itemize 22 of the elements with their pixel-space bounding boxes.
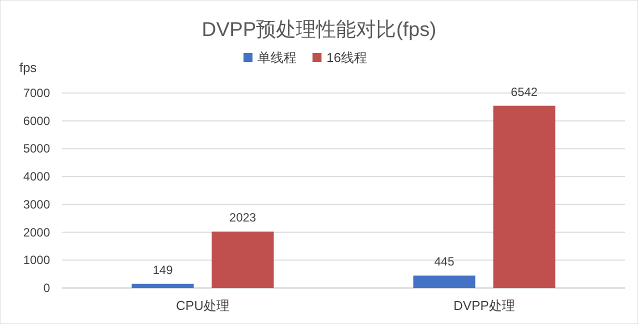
y-tick-label: 3000 bbox=[23, 197, 50, 212]
x-tick-label: DVPP处理 bbox=[454, 298, 515, 313]
y-tick-label: 4000 bbox=[23, 170, 50, 184]
y-tick-label: 7000 bbox=[23, 86, 50, 100]
bar bbox=[212, 232, 274, 288]
bar bbox=[413, 276, 476, 288]
y-tick-label: 5000 bbox=[23, 142, 50, 156]
bar bbox=[132, 284, 194, 288]
y-tick-label: 0 bbox=[43, 281, 50, 295]
y-tick-label: 2000 bbox=[23, 225, 50, 240]
legend-label: 16线程 bbox=[326, 50, 367, 65]
data-label: 2023 bbox=[229, 210, 256, 225]
chart-title: DVPP预处理性能对比(fps) bbox=[202, 19, 436, 41]
y-axis-title: fps bbox=[19, 60, 38, 75]
data-label: 149 bbox=[152, 262, 174, 277]
data-label: 445 bbox=[434, 254, 455, 269]
y-tick-label: 6000 bbox=[23, 114, 50, 128]
bar bbox=[493, 106, 556, 288]
y-tick-label: 1000 bbox=[23, 253, 50, 268]
x-tick-label: CPU处理 bbox=[176, 298, 230, 313]
data-label: 6542 bbox=[510, 84, 538, 99]
legend-label: 单线程 bbox=[258, 50, 296, 65]
